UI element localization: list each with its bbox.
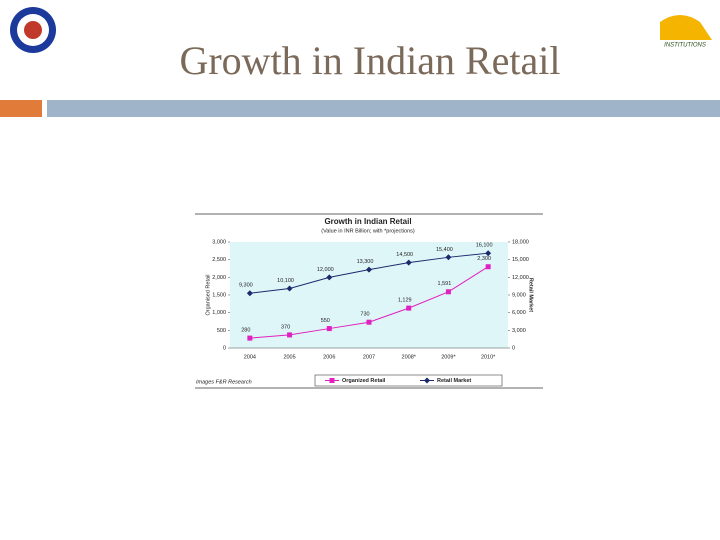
point — [326, 274, 333, 281]
legend-label: Organized Retail — [342, 378, 386, 384]
right-logo: INSTITUTIONS — [660, 15, 712, 49]
point — [366, 319, 372, 325]
point — [406, 305, 412, 311]
y2-tick-label: 6,000 — [512, 310, 526, 316]
y-tick-label: 500 — [217, 328, 226, 334]
y-tick-label: 0 — [223, 345, 226, 351]
point — [287, 332, 293, 338]
data-label: 16,100 — [476, 243, 493, 249]
point — [485, 250, 492, 257]
y2-tick-label: 15,000 — [512, 257, 529, 263]
accent-bar — [0, 100, 42, 117]
y-tick-label: 1,000 — [212, 310, 226, 316]
legend-box — [314, 374, 503, 387]
source: Images F&R Research — [196, 379, 252, 385]
chart-subtitle: (Value in INR Billion; with *projections… — [321, 228, 415, 234]
x-tick-label: 2009* — [441, 354, 456, 360]
x-tick-label: 2004 — [244, 354, 256, 360]
y2-tick-label: 3,000 — [512, 328, 526, 334]
chart-title: Growth in Indian Retail — [324, 217, 411, 226]
left-logo — [10, 7, 56, 53]
x-tick-label: 2008* — [402, 354, 417, 360]
y-tick-label: 2,500 — [212, 257, 226, 263]
y-axis-title: Organised Retail — [205, 275, 211, 316]
point — [247, 335, 253, 341]
x-tick-label: 2010* — [481, 354, 496, 360]
y2-tick-label: 18,000 — [512, 239, 529, 245]
data-label: 9,300 — [239, 283, 253, 289]
plot-area — [230, 242, 508, 348]
legend-label: Retail Market — [437, 378, 471, 384]
slide-title: Growth in Indian Retail — [179, 38, 560, 83]
y2-tick-label: 0 — [512, 345, 515, 351]
point — [405, 259, 412, 266]
data-label: 1,591 — [438, 281, 452, 287]
y2-tick-label: 12,000 — [512, 275, 529, 281]
data-label: 280 — [241, 328, 250, 334]
data-label: 550 — [321, 318, 330, 324]
point — [286, 285, 293, 292]
y-tick-label: 2,000 — [212, 275, 226, 281]
header-bar — [47, 100, 720, 117]
point — [246, 290, 253, 297]
y2-axis-title: Retail Market — [528, 278, 534, 312]
x-tick-label: 2005 — [283, 354, 295, 360]
point — [424, 377, 430, 384]
data-label: 1,129 — [398, 298, 412, 304]
data-label: 13,300 — [357, 259, 374, 265]
chart: Growth in Indian Retail (Value in INR Bi… — [195, 213, 543, 389]
logo-text: INSTITUTIONS — [664, 43, 706, 49]
point — [329, 378, 335, 383]
y-tick-label: 3,000 — [212, 239, 226, 245]
data-label: 370 — [281, 324, 290, 330]
x-tick-label: 2006 — [323, 354, 335, 360]
point — [366, 266, 372, 273]
data-label: 730 — [360, 312, 369, 318]
point — [445, 289, 451, 295]
x-tick-label: 2007 — [363, 354, 375, 360]
point — [326, 326, 332, 332]
point — [485, 264, 491, 270]
y-tick-label: 1,500 — [212, 292, 226, 298]
point — [445, 254, 452, 261]
data-label: 2,300 — [477, 256, 491, 262]
data-label: 14,500 — [396, 252, 413, 258]
data-label: 15,400 — [436, 247, 453, 253]
data-label: 10,100 — [277, 278, 294, 284]
data-label: 12,000 — [317, 267, 334, 273]
y2-tick-label: 9,000 — [512, 292, 526, 298]
